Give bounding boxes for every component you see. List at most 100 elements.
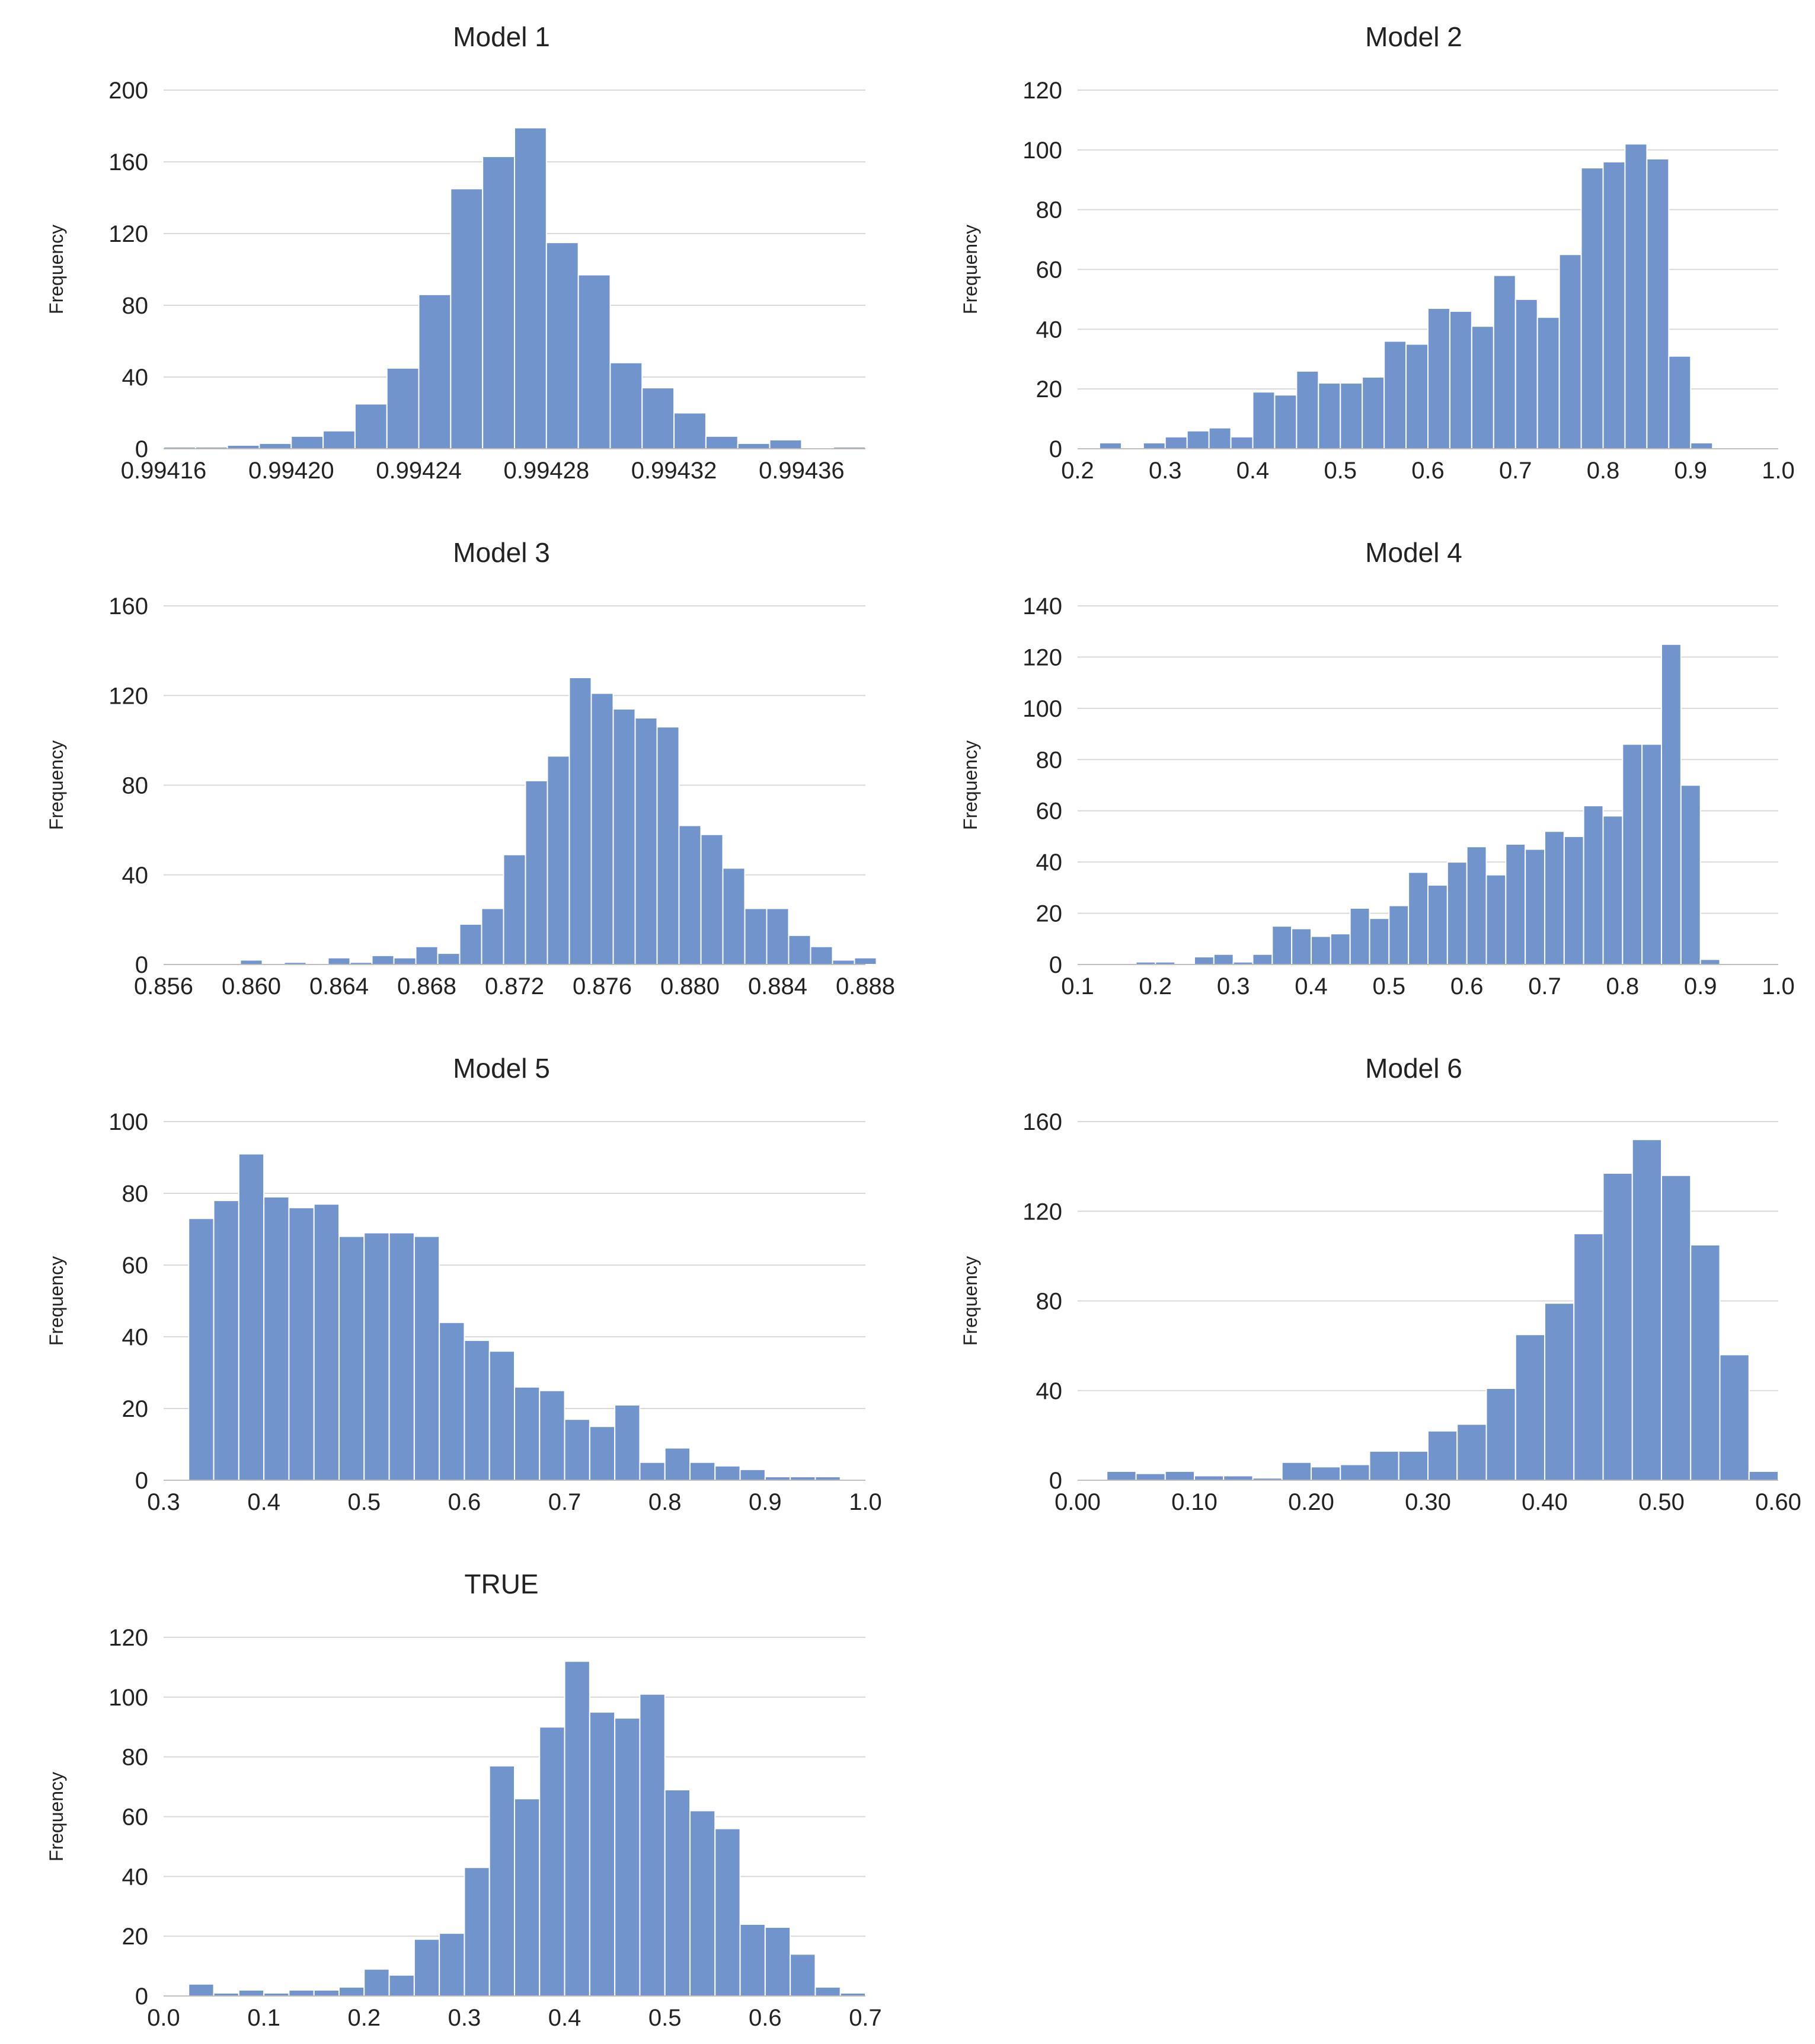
y-tick-label: 100 bbox=[108, 1109, 148, 1135]
histogram-bar bbox=[1340, 382, 1363, 449]
histogram-bar bbox=[1456, 1423, 1487, 1481]
histogram-bar bbox=[1505, 843, 1526, 965]
histogram-bar bbox=[1208, 427, 1232, 449]
histogram-bar bbox=[213, 1200, 239, 1481]
histogram-bar bbox=[1661, 643, 1682, 965]
histogram-bar bbox=[1164, 436, 1188, 449]
y-tick-label: 40 bbox=[1036, 1378, 1063, 1404]
histogram-bar bbox=[641, 387, 675, 450]
x-tick-label: 0.9 bbox=[749, 1489, 782, 1515]
histogram-bar bbox=[1580, 167, 1604, 449]
x-tick-label: 0.3 bbox=[147, 1489, 180, 1515]
histogram-bar bbox=[288, 1207, 315, 1481]
x-tick-label: 0.2 bbox=[1061, 458, 1094, 484]
y-tick-label: 80 bbox=[122, 1181, 149, 1207]
y-tick-label: 0 bbox=[135, 952, 148, 978]
y-tick-label: 160 bbox=[1022, 1109, 1062, 1135]
y-tick-label: 0 bbox=[1049, 1468, 1062, 1494]
histogram-bar bbox=[739, 1468, 766, 1481]
histogram-bar bbox=[288, 1989, 315, 1997]
histogram-bar bbox=[790, 1953, 816, 1997]
histogram-bar bbox=[788, 934, 811, 965]
y-tick-label: 60 bbox=[122, 1253, 149, 1279]
chart-title: Model 2 bbox=[1365, 21, 1462, 52]
x-tick-label: 0.868 bbox=[397, 973, 456, 999]
x-tick-label: 0.2 bbox=[1139, 973, 1172, 999]
x-tick-label: 0.7 bbox=[1499, 458, 1532, 484]
histogram-bar bbox=[539, 1390, 565, 1481]
histogram-bar bbox=[1622, 743, 1643, 966]
chart-title: Model 1 bbox=[453, 21, 550, 52]
histogram-panel-4: Model 4 0 20 40 60 80 100 120 140 0.1 0.2 0.3 0.4 0.5… bbox=[960, 537, 1795, 999]
histogram-bar bbox=[459, 923, 482, 965]
x-tick-label: 0.2 bbox=[347, 2005, 381, 2031]
histogram-bar bbox=[1602, 815, 1624, 966]
histogram-bar bbox=[1291, 928, 1312, 965]
histogram-bar bbox=[1493, 274, 1516, 449]
histogram-bar bbox=[609, 362, 643, 449]
histogram-bar bbox=[547, 755, 570, 965]
histogram-bar bbox=[1449, 311, 1472, 449]
histogram-bar bbox=[1544, 1302, 1575, 1481]
histogram-bar bbox=[1427, 884, 1448, 966]
histogram-bar bbox=[1408, 871, 1429, 966]
histogram-bar bbox=[1668, 355, 1692, 449]
histogram-bar bbox=[437, 953, 461, 965]
histogram-panel-1: Model 1 0 40 80 120 160 200 0.99416 0.99420 0.994… bbox=[46, 21, 866, 484]
y-tick-label: 100 bbox=[1022, 696, 1062, 722]
histogram-bar bbox=[238, 1153, 265, 1481]
y-tick-label: 160 bbox=[108, 593, 148, 619]
histogram-panel-2: Model 2 0 20 40 60 80 100 120 0.2 0.3 0.4 0.5 0.6 0.7… bbox=[960, 21, 1795, 484]
x-tick-label: 0.884 bbox=[748, 973, 807, 999]
histogram-bar bbox=[1514, 1334, 1545, 1481]
histogram-bar bbox=[388, 1232, 415, 1481]
histogram-bar bbox=[577, 274, 611, 449]
histogram-bar bbox=[1142, 442, 1166, 450]
histogram-bar bbox=[1536, 317, 1560, 450]
histogram-bar bbox=[1485, 1387, 1516, 1481]
histogram-bar bbox=[1680, 784, 1701, 965]
y-tick-label: 160 bbox=[108, 149, 148, 175]
x-tick-label: 0.99424 bbox=[376, 458, 462, 484]
x-tick-label: 0.99436 bbox=[759, 458, 845, 484]
histogram-bar bbox=[1471, 325, 1494, 450]
histogram-bar bbox=[664, 1789, 691, 1997]
y-axis-label: Frequency bbox=[46, 1256, 67, 1346]
x-tick-label: 0.5 bbox=[648, 2005, 682, 2031]
x-tick-label: 0.4 bbox=[1295, 973, 1328, 999]
histogram-bar bbox=[705, 435, 739, 450]
x-tick-label: 0.880 bbox=[660, 973, 720, 999]
y-axis-label: Frequency bbox=[46, 1772, 67, 1861]
histogram-bar bbox=[1164, 1470, 1195, 1481]
y-tick-label: 40 bbox=[1036, 849, 1063, 876]
histogram-bar bbox=[614, 1404, 641, 1481]
y-axis-label: Frequency bbox=[960, 1256, 981, 1346]
histogram-bar bbox=[413, 1235, 440, 1481]
histogram-bar bbox=[810, 946, 833, 965]
histogram-bar bbox=[764, 1927, 791, 1997]
histogram-bar bbox=[639, 1693, 666, 1997]
histogram-bar bbox=[1563, 835, 1584, 966]
x-tick-label: 0.30 bbox=[1405, 1489, 1451, 1515]
y-tick-label: 20 bbox=[122, 1924, 149, 1950]
histogram-bar bbox=[488, 1350, 516, 1481]
histogram-bar bbox=[1583, 805, 1604, 965]
histogram-bar bbox=[689, 1810, 716, 1997]
x-tick-label: 0.1 bbox=[247, 2005, 280, 2031]
histogram-bar bbox=[1641, 743, 1663, 966]
y-tick-label: 120 bbox=[1022, 78, 1062, 104]
x-tick-label: 0.8 bbox=[648, 1489, 682, 1515]
y-axis-label: Frequency bbox=[46, 225, 67, 314]
y-tick-label: 0 bbox=[135, 1468, 148, 1494]
y-tick-label: 120 bbox=[108, 683, 148, 709]
x-tick-label: 0.7 bbox=[849, 2005, 882, 2031]
histogram-bar bbox=[1223, 1475, 1254, 1481]
histogram-bar bbox=[1719, 1354, 1750, 1481]
histogram-bar bbox=[714, 1828, 741, 1997]
histogram-bar bbox=[464, 1340, 490, 1481]
histogram-bar bbox=[564, 1660, 590, 1997]
y-tick-label: 0 bbox=[135, 436, 148, 462]
y-tick-label: 100 bbox=[108, 1685, 148, 1711]
y-tick-label: 60 bbox=[122, 1805, 149, 1831]
x-tick-label: 0.4 bbox=[548, 2005, 581, 2031]
